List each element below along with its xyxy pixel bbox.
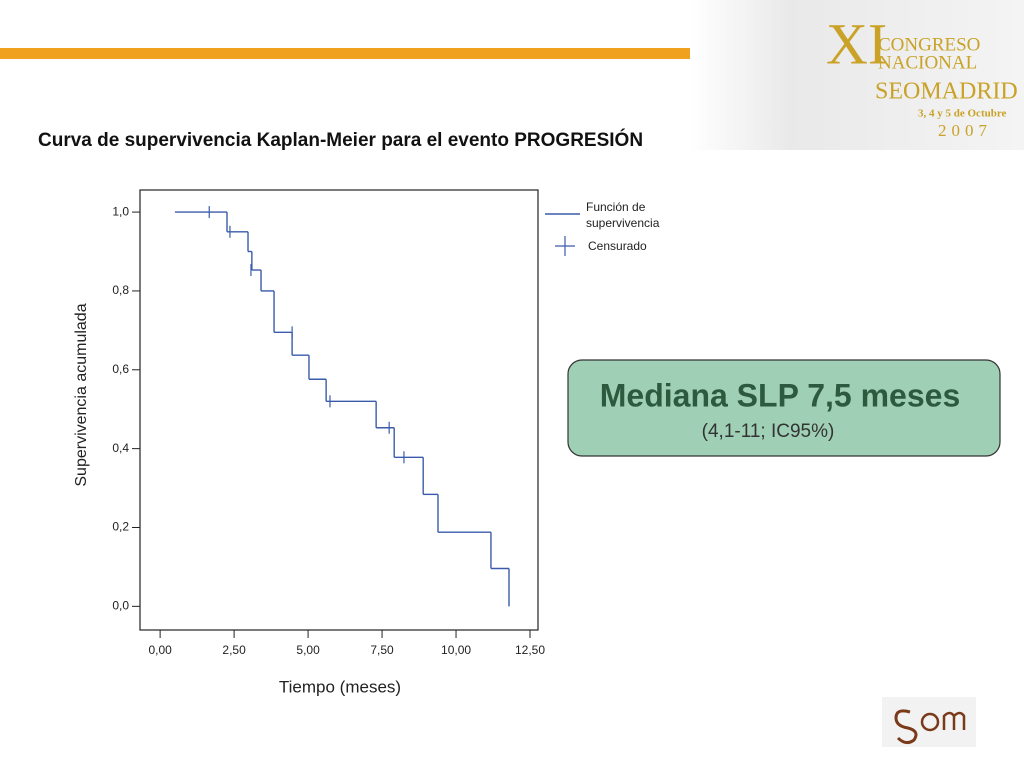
logo-background bbox=[690, 0, 1024, 150]
legend-label: Censurado bbox=[588, 239, 647, 253]
y-tick-label: 1,0 bbox=[112, 204, 129, 218]
header-bar bbox=[0, 48, 820, 59]
plot-frame bbox=[139, 189, 539, 631]
y-axis-title: Supervivencia acumulada bbox=[73, 303, 90, 486]
x-tick-label: 12,50 bbox=[515, 643, 545, 657]
callout: Mediana SLP 7,5 meses (4,1-11; IC95%) bbox=[567, 359, 1001, 457]
callout-box bbox=[567, 359, 1001, 457]
footer-logo-mark bbox=[894, 709, 918, 745]
x-tick-label: 10,00 bbox=[441, 643, 471, 657]
logo-numeral: XI bbox=[826, 11, 887, 76]
callout-subtitle: (4,1-11; IC95%) bbox=[702, 421, 835, 442]
y-tick-label: 0,6 bbox=[112, 362, 129, 376]
y-tick-label: 0,4 bbox=[112, 441, 129, 455]
footer-logo-mark bbox=[920, 712, 940, 732]
footer-logo-mark bbox=[942, 711, 966, 730]
x-tick-label: 7,50 bbox=[370, 643, 394, 657]
y-tick-label: 0,8 bbox=[112, 283, 129, 297]
chart-title: Curva de supervivencia Kaplan-Meier para… bbox=[38, 129, 643, 151]
x-tick-label: 0,00 bbox=[148, 643, 172, 657]
logo-text: SEOMADRID bbox=[875, 79, 1018, 105]
y-tick-label: 0,2 bbox=[112, 520, 129, 534]
x-tick-label: 5,00 bbox=[296, 643, 320, 657]
x-axis-title: Tiempo (meses) bbox=[279, 677, 401, 696]
logo-text: NACIONAL bbox=[878, 52, 977, 73]
congress-logo: XI CONGRESO NACIONAL SEOMADRID 3, 4 y 5 … bbox=[826, 11, 1018, 140]
footer-logo bbox=[882, 697, 976, 747]
logo-text: CONGRESO bbox=[878, 34, 980, 55]
callout-title: Mediana SLP 7,5 meses bbox=[600, 377, 960, 413]
legend-label: Función de supervivencia bbox=[586, 200, 660, 230]
logo-dates: 3, 4 y 5 de Octubre bbox=[918, 108, 1007, 120]
y-tick-label: 0,0 bbox=[112, 599, 129, 613]
legend-entry: Función de supervivencia bbox=[586, 200, 660, 230]
x-tick-label: 2,50 bbox=[222, 643, 246, 657]
logo-year: 2007 bbox=[938, 121, 992, 140]
